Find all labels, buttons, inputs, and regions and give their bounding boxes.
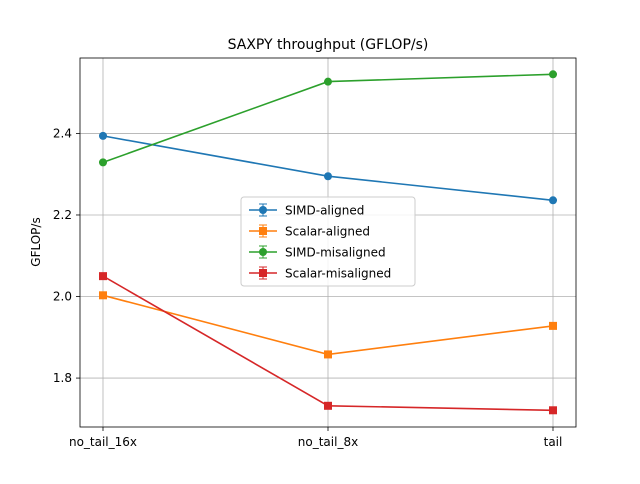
data-point [99, 272, 107, 281]
y-tick-label: 1.8 [53, 371, 72, 385]
data-point [549, 406, 557, 415]
y-tick-label: 2.2 [53, 208, 72, 222]
y-tick-label: 2.0 [53, 290, 72, 304]
data-point [324, 172, 332, 181]
series-layer [99, 70, 557, 415]
series-scalar-misaligned [99, 272, 557, 415]
legend-marker [259, 248, 267, 256]
legend-marker [259, 206, 267, 214]
legend-box [240, 196, 416, 287]
y-axis-label: GFLOP/s [29, 217, 43, 266]
legend-label: SIMD-misaligned [285, 246, 386, 260]
series-scalar-aligned [99, 291, 557, 359]
series-simd-misaligned [99, 70, 557, 167]
data-point [549, 321, 557, 330]
x-tick-label: tail [544, 435, 563, 449]
data-point [549, 196, 557, 205]
legend-item: Scalar-misaligned [249, 266, 391, 281]
y-tick-label: 2.4 [53, 126, 72, 140]
data-point [549, 70, 557, 79]
legend-item: SIMD-misaligned [249, 245, 386, 260]
data-point [324, 77, 332, 86]
data-point [324, 401, 332, 410]
data-point [99, 158, 107, 167]
chart-title: SAXPY throughput (GFLOP/s) [228, 37, 429, 53]
data-point [99, 131, 107, 140]
legend-label: Scalar-misaligned [285, 267, 391, 281]
series-simd-aligned [99, 131, 557, 205]
legend-item: Scalar-aligned [249, 224, 370, 239]
data-point [99, 291, 107, 300]
legend-item: SIMD-aligned [249, 203, 364, 218]
ticks-layer: no_tail_16x no_tail_8x tail 1.8 2.0 2.2 2.4 [53, 126, 562, 449]
legend-marker [259, 227, 267, 235]
legend: SIMD-aligned Scalar-aligned SIMD-misaligne… [240, 196, 416, 287]
x-tick-label: no_tail_16x [69, 435, 137, 449]
x-tick-label: no_tail_8x [298, 435, 358, 449]
legend-label: SIMD-aligned [285, 204, 364, 218]
legend-label: Scalar-aligned [285, 225, 370, 239]
legend-marker [259, 269, 267, 277]
data-point [324, 350, 332, 359]
